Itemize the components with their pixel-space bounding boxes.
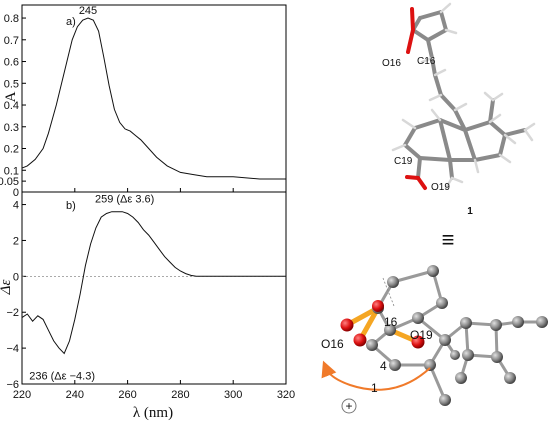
panel-b-label: b) bbox=[66, 200, 76, 212]
label-c19-top: C19 bbox=[394, 156, 413, 167]
panel-a-x-ticks bbox=[21, 188, 287, 192]
panel-a-ylabel: A bbox=[3, 91, 19, 102]
panel-a-ytick-label: 0.7 bbox=[4, 35, 19, 47]
panel-b-ytick-label: 4 bbox=[13, 200, 19, 212]
label-o19-top: O19 bbox=[431, 182, 450, 193]
rotation-arrow bbox=[321, 360, 431, 391]
equivalence-symbol: ≡ bbox=[442, 227, 455, 252]
label-c16-top: C16 bbox=[417, 56, 436, 67]
panel-a-ytick-label: 0.1 bbox=[4, 165, 19, 177]
panel-b-positive-peak-label: 259 (Δε 3.6) bbox=[95, 194, 154, 206]
positive-sign-circle bbox=[341, 398, 357, 414]
panel-b-ytick-label: 2 bbox=[13, 235, 19, 247]
panel-a-absorbance-line bbox=[21, 17, 286, 180]
molecule-ball-and-stick-model: 16 O19 O16 4 1 + bbox=[321, 265, 548, 414]
panel-a-ytick-label: 0 bbox=[13, 187, 19, 199]
x-tick-label: 300 bbox=[224, 389, 242, 401]
panel-a-chart: 00.050.1 0.2 0.3 0.4 0.5 0.6 0.7 0.8 a) A 245 bbox=[0, 4, 287, 199]
panel-b-chart: −6 −4 −2 0 2 4 220 240 260 280 300 320 b) Δε λ (nm… bbox=[0, 191, 295, 421]
x-axis-title: λ (nm) bbox=[133, 405, 173, 421]
x-tick-label: 220 bbox=[13, 389, 31, 401]
panel-b-cd-line bbox=[21, 211, 286, 355]
panel-b-negative-peak-label: 236 (Δε −4.3) bbox=[29, 370, 95, 382]
x-tick-label: 260 bbox=[118, 389, 136, 401]
panel-a-ytick-label: 0.2 bbox=[4, 144, 19, 156]
label-16-bottom: 16 bbox=[384, 315, 398, 329]
panel-b-frame bbox=[21, 191, 287, 385]
panel-a-frame bbox=[21, 4, 287, 193]
x-tick-label: 280 bbox=[171, 389, 189, 401]
x-tick-label: 240 bbox=[66, 389, 84, 401]
label-o16-bottom: O16 bbox=[321, 337, 344, 351]
panel-a-ytick-label: 0.8 bbox=[4, 13, 19, 25]
panel-b-ylabel: Δε bbox=[0, 280, 14, 296]
molecule-stick-model: O16 C16 C19 O19 1 bbox=[382, 2, 536, 217]
panel-b-y-ticks: −6 −4 −2 0 2 4 bbox=[6, 200, 26, 391]
compound-number: 1 bbox=[467, 206, 473, 217]
panel-b-ytick-label: −2 bbox=[6, 307, 19, 319]
panel-a-ytick-label: 0.05 bbox=[0, 176, 19, 188]
panel-b-ytick-label: −4 bbox=[6, 343, 19, 355]
panel-a-ytick-label: 0.5 bbox=[4, 78, 19, 90]
label-1-bottom: 1 bbox=[371, 381, 378, 395]
panel-a-ytick-label: 0.3 bbox=[4, 122, 19, 134]
panel-a-ytick-label: 0.4 bbox=[4, 100, 19, 112]
panel-b-ytick-label: −6 bbox=[6, 379, 19, 391]
x-tick-label: 320 bbox=[277, 389, 295, 401]
label-o19-bottom: O19 bbox=[410, 328, 433, 342]
panel-b-x-ticks: 220 240 260 280 300 320 bbox=[13, 380, 295, 401]
panel-a-peak-label: 245 bbox=[79, 5, 97, 17]
panel-b-ytick-label: 0 bbox=[13, 271, 19, 283]
panel-a-y-ticks: 00.050.1 0.2 0.3 0.4 0.5 0.6 0.7 0.8 bbox=[0, 13, 26, 199]
label-4-bottom: 4 bbox=[380, 359, 387, 373]
label-o16-top: O16 bbox=[382, 58, 401, 69]
panel-a-label: a) bbox=[66, 16, 76, 28]
panel-a-ytick-label: 0.6 bbox=[4, 57, 19, 69]
positive-sign: + bbox=[345, 399, 352, 413]
